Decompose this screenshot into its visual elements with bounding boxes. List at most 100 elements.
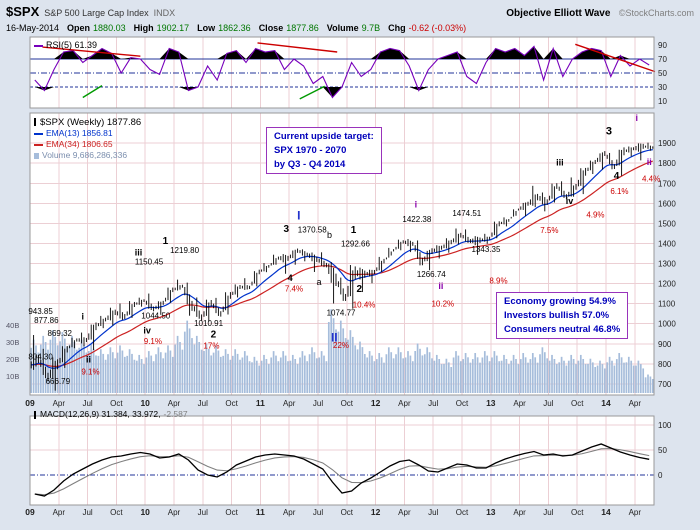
callout-line: by Q3 - Q4 2014 (274, 158, 346, 170)
attribution-text: Objective Elliott Wave (506, 8, 611, 19)
svg-text:Apr: Apr (629, 508, 642, 517)
sentiment-callout: Economy growing 54.9% Investors bullish … (496, 292, 629, 340)
callout-line: Current upside target: (274, 131, 374, 142)
svg-text:Jul: Jul (543, 508, 553, 517)
volume-swatch-icon (34, 152, 39, 159)
svg-text:Jul: Jul (198, 399, 208, 408)
svg-text:Jul: Jul (198, 508, 208, 517)
rsi-trendline (82, 85, 103, 99)
svg-text:Oct: Oct (571, 399, 584, 408)
wave-label: 1074.77 (327, 308, 356, 317)
wave-label: 2 (211, 329, 217, 340)
wave-label: 7.5% (540, 226, 558, 235)
svg-text:13: 13 (486, 507, 496, 517)
wave-label: iv (143, 325, 151, 335)
svg-text:14: 14 (601, 507, 611, 517)
svg-text:Apr: Apr (168, 399, 181, 408)
wave-label: i (415, 200, 418, 210)
wave-label: 10.4% (353, 301, 376, 310)
rsi-legend: RSI(5) 61.39 (34, 40, 97, 50)
quote-value: 1902.17 (156, 23, 190, 33)
wave-label: a (316, 277, 321, 287)
wave-label: ii (647, 157, 652, 167)
svg-text:Apr: Apr (398, 508, 411, 517)
wave-label: 8.9% (489, 277, 507, 286)
svg-text:Jul: Jul (428, 508, 438, 517)
svg-text:Oct: Oct (110, 399, 123, 408)
svg-text:14: 14 (601, 398, 611, 408)
svg-text:50: 50 (658, 69, 667, 78)
wave-label: iii (556, 158, 564, 168)
svg-text:1200: 1200 (658, 280, 676, 289)
wave-label: 6.1% (610, 187, 628, 196)
wave-label: i (635, 113, 638, 123)
svg-text:40B: 40B (6, 321, 19, 330)
wave-label: 1343.35 (472, 245, 501, 254)
wave-label: 7.4% (285, 285, 303, 294)
ema13-legend-label: EMA(13) 1856.81 (46, 128, 113, 138)
svg-text:09: 09 (25, 398, 35, 408)
svg-text:Apr: Apr (283, 508, 296, 517)
svg-text:11: 11 (256, 398, 265, 408)
svg-text:Oct: Oct (341, 399, 354, 408)
macd-line (34, 443, 650, 497)
quote-summary: Open 1880.03 High 1902.17 Low 1862.36 Close 187… (59, 23, 466, 33)
ema34-legend-label: EMA(34) 1806.65 (46, 139, 113, 149)
ema34-line (31, 160, 653, 367)
ema34-swatch-icon (34, 143, 43, 146)
price-legend-label: $SPX (Weekly) 1877.86 (40, 117, 142, 128)
price-y-labels: 1900 1800 1700 1600 1500 1400 1300 1200 1100 1000… (658, 139, 676, 389)
svg-text:10B: 10B (6, 372, 19, 381)
svg-text:Jul: Jul (313, 399, 323, 408)
macd-signal-line (34, 447, 650, 496)
wave-label: 1422.38 (402, 215, 431, 224)
svg-text:Apr: Apr (398, 399, 411, 408)
rsi-y-labels: 90 70 50 30 10 (658, 41, 667, 106)
wave-label: 804.30 (28, 352, 53, 361)
svg-text:Apr: Apr (168, 508, 181, 517)
svg-text:0: 0 (658, 471, 663, 480)
wave-label: 4 (614, 171, 620, 182)
svg-text:10: 10 (140, 398, 150, 408)
x-axis-labels-top: 09 Apr Jul Oct 10 Apr Jul Oct 11 Apr Jul Oct 12 Apr Ju… (25, 398, 642, 408)
svg-text:1000: 1000 (658, 320, 676, 329)
quote-label: Chg (388, 23, 406, 33)
macd-y-labels: 100 50 0 (658, 421, 672, 480)
macd-grid (29, 416, 654, 505)
chart-header: $SPX S&P 500 Large Cap Index INDX Object… (0, 0, 700, 34)
rsi-trendline (42, 46, 141, 57)
wave-label: 2 (356, 284, 362, 295)
wave-label: b (327, 230, 332, 240)
quote-label: Open (67, 23, 91, 33)
svg-text:Apr: Apr (629, 399, 642, 408)
svg-text:1700: 1700 (658, 179, 676, 188)
svg-text:Oct: Oct (456, 399, 469, 408)
wave-label: 877.86 (34, 316, 59, 325)
quote-label: Close (258, 23, 284, 33)
x-tick-labels: 09 Apr Jul Oct 10 Apr Jul Oct 11 Apr Jul Oct 12 Apr Ju… (25, 507, 641, 517)
wave-label: 1292.66 (341, 240, 370, 249)
quote-value: -0.62 (-0.03%) (408, 23, 467, 33)
wave-label: ii (86, 355, 91, 365)
rsi-panel: 90 70 50 30 10 (29, 36, 667, 109)
upside-target-callout: Current upside target: SPX 1970 - 2070 b… (266, 127, 382, 175)
ema13-line (31, 149, 653, 369)
wave-label: 1044.50 (141, 312, 170, 321)
quote-label: Volume (326, 23, 359, 33)
price-panel: 1900180017001600150014001300120011001000… (6, 112, 676, 396)
rsi-trendline (257, 42, 338, 53)
svg-text:50: 50 (658, 446, 667, 455)
svg-text:Apr: Apr (53, 399, 66, 408)
volume-legend-label: Volume 9,686,286,336 (42, 150, 128, 160)
svg-text:1900: 1900 (658, 139, 676, 148)
wave-label: 3 (606, 126, 612, 138)
wave-label: I (297, 208, 300, 222)
wave-label: iv (566, 196, 574, 206)
callout-line: Economy growing 54.9% (504, 296, 616, 307)
svg-text:1300: 1300 (658, 260, 676, 269)
wave-label: 943.85 (28, 307, 53, 316)
rsi-legend-label: RSI(5) 61.39 (46, 40, 98, 50)
svg-text:1400: 1400 (658, 239, 676, 248)
wave-label: 10.2% (431, 299, 454, 308)
ema13-swatch-icon (34, 132, 43, 135)
